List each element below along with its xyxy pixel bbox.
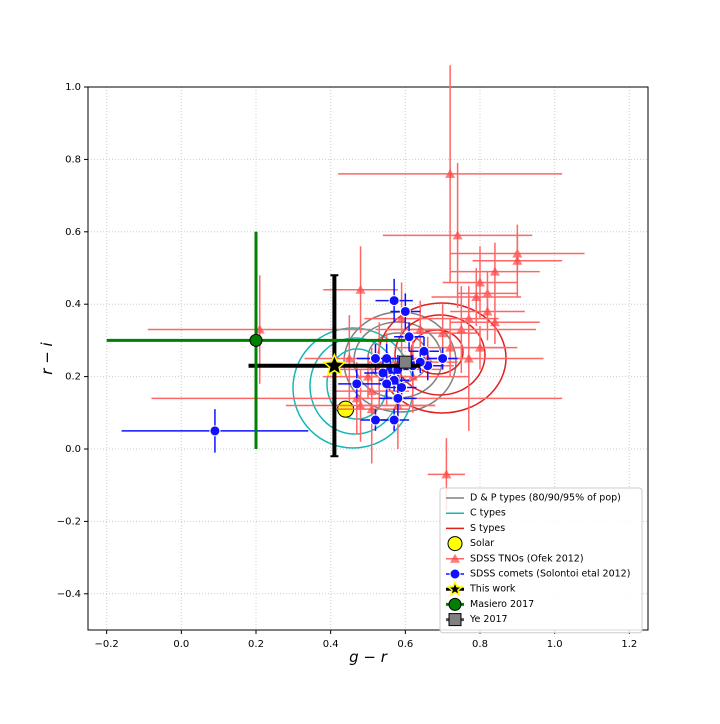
x-tick-label: −0.2 [95, 639, 119, 650]
point [482, 306, 493, 316]
point [463, 353, 474, 363]
legend-label: Masiero 2017 [470, 599, 534, 610]
point [396, 381, 408, 393]
y-tick-label: 0.8 [65, 154, 81, 165]
x-tick-label: 0.0 [173, 639, 189, 650]
point [355, 284, 366, 294]
x-tick-label: 1.0 [547, 639, 563, 650]
y-tick-label: −0.4 [57, 589, 81, 600]
plot-frame [87, 86, 649, 631]
legend-label: S types [470, 523, 505, 534]
y-tick-label: 0.6 [65, 227, 81, 238]
point [452, 230, 463, 240]
point [437, 328, 448, 338]
y-tick-label: 0.0 [65, 444, 81, 455]
point [369, 414, 381, 426]
point [447, 536, 463, 552]
point [415, 324, 426, 334]
point [475, 277, 485, 287]
point [322, 352, 347, 377]
legend-label: Ye 2017 [469, 614, 508, 625]
point [446, 580, 464, 597]
point [398, 355, 412, 369]
point [489, 266, 500, 276]
legend-label: D & P types (80/90/95% of pop) [470, 493, 621, 504]
point [388, 295, 400, 307]
y-tick-label: −0.2 [57, 516, 81, 527]
legend: D & P types (80/90/95% of pop) C types S t… [439, 487, 643, 634]
point [351, 378, 363, 390]
x-tick-label: 0.2 [248, 639, 264, 650]
point [366, 404, 377, 414]
point [489, 317, 500, 327]
point [445, 168, 456, 178]
point [475, 342, 485, 352]
point [399, 305, 411, 317]
series [106, 231, 406, 449]
legend-label: C types [470, 508, 506, 519]
point [388, 414, 400, 426]
point [396, 313, 407, 323]
y-axis-label: r − i [38, 341, 56, 374]
point [249, 333, 263, 347]
point [363, 371, 373, 381]
y-tick-label: 0.2 [65, 372, 81, 383]
x-tick-label: 1.2 [621, 639, 637, 650]
point [377, 367, 389, 379]
y-tick-label: 1.0 [65, 82, 81, 93]
series [121, 278, 458, 453]
point [209, 425, 221, 437]
legend-label: SDSS TNOs (Ofek 2012) [470, 553, 584, 564]
point [512, 255, 523, 265]
contour [394, 314, 486, 396]
x-tick-label: 0.6 [397, 639, 413, 650]
legend-label: Solar [470, 538, 494, 549]
point [392, 392, 404, 404]
x-tick-label: 0.4 [323, 639, 339, 650]
point [369, 353, 381, 364]
point [471, 291, 482, 301]
point [403, 331, 415, 343]
legend-label: This work [469, 584, 516, 595]
legend-label: SDSS comets (Solontoi etal 2012) [470, 569, 630, 580]
series [248, 274, 421, 458]
contours [292, 302, 507, 449]
x-tick-label: 0.8 [472, 639, 488, 650]
point [418, 345, 430, 357]
point [448, 597, 462, 611]
point [381, 378, 393, 390]
x-axis-label: g − r [349, 648, 388, 666]
y-tick-label: 0.4 [65, 299, 81, 310]
legend-box [439, 487, 643, 634]
point [450, 553, 460, 563]
point [448, 613, 462, 627]
point [441, 469, 452, 479]
point [344, 353, 355, 363]
point [449, 568, 461, 580]
series [147, 65, 585, 511]
point [437, 353, 449, 364]
series [398, 355, 412, 369]
